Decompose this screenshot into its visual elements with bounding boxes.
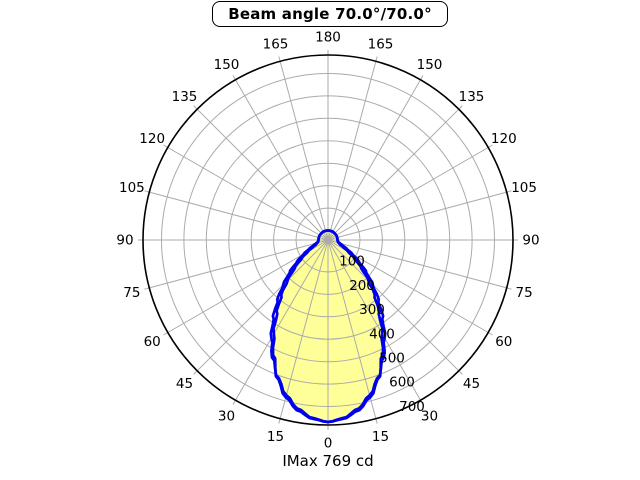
imax-caption: IMax 769 cd (282, 452, 374, 470)
angle-label: 105 (119, 180, 145, 196)
angle-label: 15 (267, 429, 284, 445)
angle-label: 135 (172, 89, 198, 105)
angle-label: 75 (516, 285, 533, 301)
radial-label: 600 (389, 375, 415, 391)
radial-label: 200 (349, 278, 375, 294)
grid-spoke (149, 239, 329, 289)
angle-label: 60 (495, 334, 512, 350)
grid-spoke (196, 239, 329, 372)
angle-tick (375, 56, 378, 62)
grid-spoke (327, 61, 377, 241)
angle-label: 90 (116, 233, 133, 249)
angle-tick (458, 105, 463, 110)
angle-label: 165 (263, 37, 289, 53)
angle-tick (163, 144, 169, 148)
angle-tick (193, 370, 198, 375)
angle-label: 150 (417, 57, 443, 73)
grid-spoke (327, 79, 421, 241)
angle-tick (506, 287, 512, 290)
grid-spoke (235, 79, 329, 241)
angle-tick (144, 190, 150, 193)
angle-label: 60 (144, 334, 161, 350)
grid-spoke (279, 239, 329, 419)
grid-spoke (327, 239, 507, 289)
angle-tick (193, 105, 198, 110)
grid-spoke (149, 191, 329, 241)
grid-spoke (279, 61, 329, 241)
outer-circle (142, 54, 514, 426)
angle-label: 75 (123, 285, 140, 301)
angle-tick (278, 418, 281, 424)
grid-spoke (327, 108, 460, 241)
chart-title: Beam angle 70.0°/70.0° (212, 1, 448, 27)
angle-tick (420, 75, 424, 81)
radial-label: 500 (379, 351, 405, 367)
beam-curve-filled (271, 229, 385, 424)
radial-label: 700 (399, 399, 425, 415)
angle-tick (232, 399, 236, 405)
angle-tick (487, 144, 493, 148)
angle-tick (278, 56, 281, 62)
angle-label: 45 (463, 376, 480, 392)
angle-tick (458, 370, 463, 375)
angle-label: 30 (421, 409, 438, 425)
angle-tick (420, 399, 424, 405)
angle-tick (375, 418, 378, 424)
angle-tick (506, 190, 512, 193)
grid-spoke (235, 239, 329, 401)
angle-label: 0 (324, 436, 333, 452)
grid-spoke (327, 239, 421, 401)
angle-label: 165 (368, 37, 394, 53)
grid-spoke (327, 239, 377, 419)
angle-label: 180 (315, 30, 341, 46)
grid-spoke (327, 191, 507, 241)
angle-tick (232, 75, 236, 81)
angle-label: 15 (372, 429, 389, 445)
radial-label: 300 (359, 302, 385, 318)
angle-label: 120 (139, 131, 165, 147)
angle-label: 150 (214, 57, 240, 73)
radial-label: 400 (369, 326, 395, 342)
grid-spoke (327, 147, 489, 241)
grid-spoke (196, 108, 329, 241)
angle-tick (487, 332, 493, 336)
grid-spoke (167, 147, 329, 241)
grid-spoke (327, 239, 460, 372)
angle-label: 120 (491, 131, 517, 147)
angle-label: 30 (218, 409, 235, 425)
angle-label: 135 (459, 89, 485, 105)
angle-label: 105 (511, 180, 537, 196)
angle-label: 90 (522, 233, 539, 249)
angle-label: 45 (176, 376, 193, 392)
angle-tick (163, 332, 169, 336)
angle-tick (144, 287, 150, 290)
radial-label: 100 (339, 254, 365, 270)
